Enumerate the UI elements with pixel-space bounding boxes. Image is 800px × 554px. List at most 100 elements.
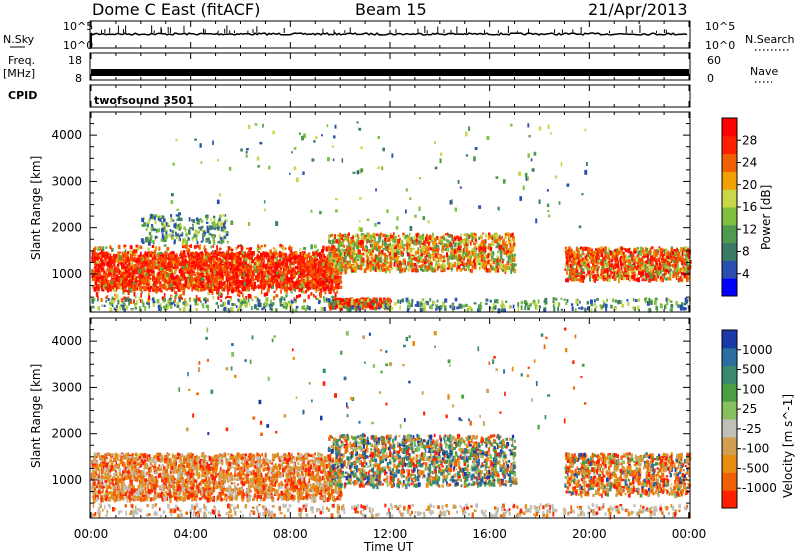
power-cell [176,224,179,229]
power-cell [389,299,392,303]
power-cell [145,228,148,231]
power-cell [105,296,107,300]
power-cell [505,244,508,247]
power-cell [307,294,310,300]
power-cell [127,266,130,270]
power-cell [324,258,327,261]
power-cell [102,265,105,268]
power-cell [112,259,115,264]
power-cell [111,273,114,277]
power-cell [210,235,214,239]
power-cell [406,243,409,248]
power-cell [442,255,446,259]
power-cell [137,262,140,267]
power-cell [301,282,304,287]
power-cell [273,279,276,284]
power-cell [229,265,231,269]
power-cell [338,249,341,253]
power-cell [200,264,203,269]
power-cell [323,287,326,292]
power-cell [143,260,146,263]
power-cell [478,261,481,266]
power-cell [419,236,422,240]
power-cell [420,235,423,240]
power-cell [181,257,184,260]
power-cell [339,270,342,275]
power-cell [147,252,150,257]
power-cell [210,273,214,278]
power-cell [254,285,257,289]
power-cell [319,293,322,299]
power-cell [285,263,288,267]
power-cell [375,255,378,260]
power-cell [430,247,432,251]
power-cell [249,282,253,287]
power-cell [498,262,502,267]
power-cell [120,256,124,261]
power-cell [127,290,130,295]
power-cell [461,268,464,271]
power-cell [300,275,303,280]
power-cell [155,288,158,294]
power-cell [218,275,222,280]
power-cell [339,232,341,238]
power-cell [336,239,339,244]
power-cell [330,272,333,276]
power-cell [237,265,240,269]
power-cell [512,244,515,248]
power-cell [269,259,273,264]
power-cell [325,246,328,251]
power-cell [192,281,196,284]
power-cell [187,237,190,241]
power-cell [96,258,99,262]
power-cell [293,262,295,266]
power-cell [115,294,119,299]
power-cell [163,223,167,227]
power-cell [454,247,457,251]
power-cell [211,290,214,295]
power-cell [124,285,126,289]
power-cell [226,252,229,257]
power-cell [217,261,220,264]
power-cell [102,281,106,284]
power-cell [491,252,495,256]
power-cell [308,270,311,274]
power-cell [463,233,466,236]
power-cell [279,270,283,275]
power-cell [309,263,311,268]
power-cell [480,246,483,251]
power-cell [218,285,220,290]
power-cell [499,241,502,245]
power-cell [147,298,151,304]
power-cell [235,272,238,276]
power-cell [265,255,268,260]
power-cell [253,281,256,287]
power-cell [202,237,204,242]
power-cell [483,252,486,255]
power-cell [240,265,243,269]
power-cell [336,290,339,294]
power-cell [106,295,109,299]
power-cell [233,256,236,260]
power-cell [381,264,384,268]
power-cell [202,271,204,277]
power-cell [204,284,207,290]
power-cell [495,263,499,268]
power-cell [183,283,187,287]
power-cell [107,274,110,277]
power-cell [386,267,389,271]
power-cell [137,257,140,263]
power-cell [122,253,126,259]
power-cell [303,247,306,251]
power-cell [284,254,288,259]
power-cell [272,262,275,266]
power-cell [200,286,204,291]
power-cell [509,247,511,250]
power-cell [153,249,157,255]
power-cell [378,245,381,250]
power-cell [169,283,173,288]
power-cell [298,289,301,293]
power-cell [190,273,193,278]
power-cell [172,253,175,258]
power-cell [348,262,351,267]
